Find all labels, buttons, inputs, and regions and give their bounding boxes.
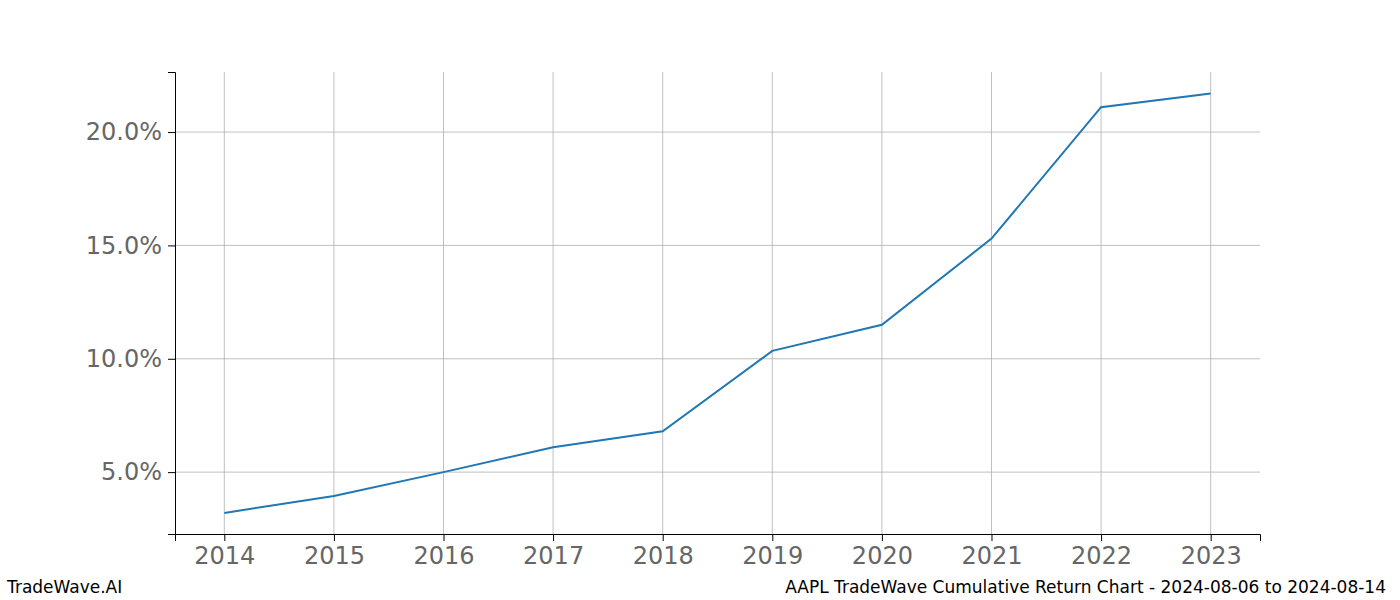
tick: 2020 [852,534,913,570]
tick-mark [444,534,445,541]
tick: 20.0% [86,118,175,146]
grid-line [1210,72,1211,534]
tick-mark [168,132,175,133]
tick-label: 2018 [633,542,694,570]
grid-line [175,358,1260,359]
tick-label: 2019 [742,542,803,570]
tick: 15.0% [86,232,175,260]
tick: 2021 [961,534,1022,570]
grid-line [1101,72,1102,534]
grid-line [553,72,554,534]
tick: 2019 [742,534,803,570]
grid-line [881,72,882,534]
tick-mark [334,534,335,541]
plot-area [224,94,1210,513]
grid-line [772,72,773,534]
tick-mark [168,245,175,246]
tick-mark [1101,534,1102,541]
tick-mark [882,534,883,541]
tick: 2017 [523,534,584,570]
tick-mark [224,534,225,541]
grid-line [333,72,334,534]
tick-label: 2017 [523,542,584,570]
tick-mark [663,534,664,541]
x-axis: 2014 2015 2016 2017 2018 2019 2020 2021 2022 2023 [176,534,1261,570]
tick-label: 2020 [852,542,913,570]
title: AAPL TradeWave Cumulative Return Chart -… [785,577,1386,597]
tick-label: 15.0% [86,232,162,260]
grid-line [175,132,1260,133]
grid-line [443,72,444,534]
tick-label: 10.0% [86,345,162,373]
tick: 2023 [1181,534,1242,570]
grid-line [175,472,1260,473]
grid [175,72,1260,534]
tick: 2018 [633,534,694,570]
tick: 10.0% [86,345,175,373]
grid-line [662,72,663,534]
tick: 2014 [194,534,255,570]
axis-line [176,535,1261,542]
tick-label: 5.0% [101,458,162,486]
tick-mark [1211,534,1212,541]
grid-line [175,245,1260,246]
tick-mark [772,534,773,541]
tick-label: 2023 [1181,542,1242,570]
tick: 2015 [304,534,365,570]
tick: 5.0% [101,458,175,486]
tick-mark [553,534,554,541]
axis-line [168,73,176,535]
tick-mark [168,472,175,473]
tick-label: 2021 [961,542,1022,570]
tick-mark [991,534,992,541]
tick-label: 2014 [194,542,255,570]
tick-label: 2022 [1071,542,1132,570]
tick-label: 2015 [304,542,365,570]
line [224,94,1210,513]
tick-label: 2016 [413,542,474,570]
tick: 2022 [1071,534,1132,570]
tick-label: 20.0% [86,118,162,146]
grid-line [991,72,992,534]
grid-line [224,72,225,534]
tick-mark [168,359,175,360]
y-axis: 5.0% 10.0% 15.0% 20.0% [86,73,176,535]
annotation: TradeWave.AI [6,577,122,597]
chart: 2014 2015 2016 2017 2018 2019 2020 2021 2022 2023… [0,0,1400,600]
tick: 2016 [413,534,474,570]
